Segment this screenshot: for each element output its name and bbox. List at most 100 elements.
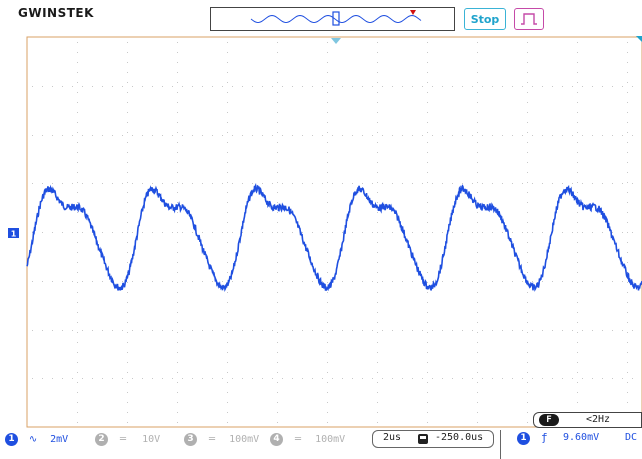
grid-dot	[627, 282, 628, 283]
ch2-status[interactable]: 2 ═ 10V	[95, 432, 160, 448]
grid-dot	[552, 281, 553, 282]
grid-dot	[477, 342, 478, 343]
grid-dot	[82, 281, 83, 282]
timebase-status[interactable]: 2us -250.0us	[372, 430, 494, 448]
grid-dot	[202, 232, 203, 233]
grid-dot	[472, 135, 473, 136]
grid-dot	[77, 282, 78, 283]
grid-dot	[227, 362, 228, 363]
grid-dot	[442, 378, 443, 379]
grid-dot	[277, 222, 278, 223]
grid-dot	[127, 102, 128, 103]
grid-dot	[292, 378, 293, 379]
ch2-badge: 2	[95, 432, 108, 446]
grid-dot	[127, 302, 128, 303]
ch3-badge: 3	[184, 432, 197, 446]
grid-dot	[377, 362, 378, 363]
grid-dot	[582, 378, 583, 379]
grid-dot	[452, 281, 453, 282]
grid-dot	[577, 132, 578, 133]
grid-dot	[402, 330, 403, 331]
grid-dot	[232, 183, 233, 184]
grid-dot	[562, 183, 563, 184]
grid-dot	[502, 330, 503, 331]
grid-dot	[462, 378, 463, 379]
grid-dot	[152, 330, 153, 331]
grid-dot	[427, 52, 428, 53]
grid-dot	[77, 412, 78, 413]
grid-dot	[177, 132, 178, 133]
grid-dot	[227, 152, 228, 153]
grid-dot	[227, 112, 228, 113]
grid-dot	[172, 135, 173, 136]
grid-dot	[327, 402, 328, 403]
grid-dot	[577, 392, 578, 393]
grid-dot	[177, 402, 178, 403]
memory-overview-bar[interactable]	[210, 7, 455, 31]
overview-waveform-icon	[250, 10, 422, 26]
grid-dot	[432, 281, 433, 282]
grid-dot	[602, 281, 603, 282]
grid-dot	[577, 112, 578, 113]
grid-dot	[477, 172, 478, 173]
grid-dot	[282, 330, 283, 331]
grid-dot	[277, 322, 278, 323]
grid-dot	[292, 232, 293, 233]
grid-dot	[482, 281, 483, 282]
grid-dot	[177, 42, 178, 43]
frequency-counter[interactable]: F <2Hz	[533, 412, 642, 428]
ch1-status[interactable]: 1 ∿ 2mV	[5, 432, 68, 448]
grid-dot	[352, 135, 353, 136]
grid-dot	[227, 372, 228, 373]
trigger-status[interactable]: 1 ƒ 9.60mV DC	[500, 430, 642, 459]
grid-dot	[242, 135, 243, 136]
grid-dot	[482, 183, 483, 184]
grid-dot	[427, 362, 428, 363]
grid-dot	[262, 135, 263, 136]
grid-dot	[527, 162, 528, 163]
grid-dot	[177, 252, 178, 253]
grid-dot	[52, 232, 53, 233]
grid-dot	[202, 330, 203, 331]
grid-dot	[627, 232, 628, 233]
grid-dot	[77, 312, 78, 313]
grid-dot	[222, 330, 223, 331]
grid-dot	[62, 378, 63, 379]
grid-dot	[192, 281, 193, 282]
grid-dot	[477, 282, 478, 283]
grid-dot	[532, 378, 533, 379]
ch3-status[interactable]: 3 ═ 100mV	[184, 432, 259, 448]
grid-dot	[427, 312, 428, 313]
run-stop-button[interactable]: Stop	[464, 8, 506, 30]
grid-dot	[277, 402, 278, 403]
grid-dot	[32, 281, 33, 282]
grid-dot	[252, 378, 253, 379]
grid-dot	[402, 281, 403, 282]
grid-dot	[472, 86, 473, 87]
grid-dot	[422, 183, 423, 184]
grid-dot	[222, 183, 223, 184]
grid-dot	[162, 232, 163, 233]
grid-dot	[62, 183, 63, 184]
grid-dot	[412, 183, 413, 184]
trigger-mode-button[interactable]	[514, 8, 544, 30]
grid-dot	[427, 102, 428, 103]
grid-dot	[62, 135, 63, 136]
grid-dot	[342, 135, 343, 136]
grid-dot	[502, 281, 503, 282]
grid-dot	[227, 302, 228, 303]
ch4-status[interactable]: 4 ═ 100mV	[270, 432, 345, 448]
grid-dot	[577, 172, 578, 173]
trigger-level-marker	[636, 36, 642, 42]
grid-dot	[142, 232, 143, 233]
grid-dot	[427, 192, 428, 193]
grid-dot	[277, 172, 278, 173]
grid-dot	[277, 162, 278, 163]
grid-dot	[427, 122, 428, 123]
grid-dot	[552, 183, 553, 184]
grid-dot	[477, 132, 478, 133]
grid-dot	[627, 222, 628, 223]
status-bar	[0, 430, 642, 459]
grid-dot	[377, 382, 378, 383]
grid-dot	[62, 330, 63, 331]
